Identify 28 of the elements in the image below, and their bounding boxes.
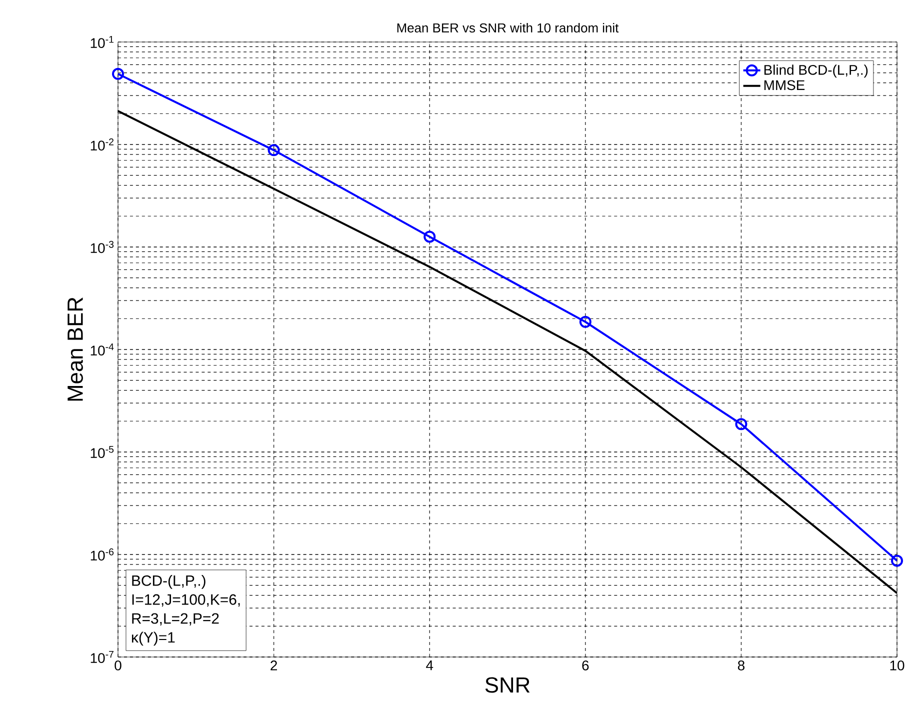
y-tick-label: 10$^{-4}$	[90, 343, 114, 356]
y-tick-label: 10$^{-1}$	[90, 36, 114, 48]
y-tick-label: 10$^{-7}$	[90, 650, 114, 664]
point	[112, 68, 124, 80]
legend-label: MMSE	[764, 80, 805, 90]
x-tick-label: 8	[738, 660, 744, 670]
annotation: R=3,L=2,P=2	[132, 613, 219, 626]
x-tick-label: 2	[270, 660, 277, 670]
point	[268, 144, 280, 156]
y-tick-label: 10$^{-5}$	[90, 446, 114, 458]
x-tick-label: 4	[426, 660, 434, 670]
x-tick-label: 0	[114, 660, 122, 670]
point	[891, 554, 904, 567]
y-tick-label: 10$^{-6}$	[90, 548, 114, 561]
y-axis-title: Mean BER	[68, 298, 83, 401]
annotation: κ(Y)=1	[132, 632, 175, 646]
y-tick-label: 10$^{-2}$	[90, 138, 114, 151]
point	[735, 418, 748, 430]
y-tick-label: 10$^{-3}$	[90, 240, 114, 254]
x-tick-label: 10	[890, 660, 904, 670]
legend-label: Blind BCD-(L,P,.)	[764, 64, 868, 78]
point	[579, 316, 592, 328]
x-tick-label: 6	[582, 660, 589, 670]
x-axis-title: SNR	[485, 677, 530, 693]
chart-title: Mean BER vs SNR with 10 random init	[397, 22, 619, 32]
annotation: BCD-(L,P,.)	[132, 574, 206, 589]
annotation: I=12,J=100,K=6,	[132, 594, 240, 607]
point	[424, 230, 436, 243]
